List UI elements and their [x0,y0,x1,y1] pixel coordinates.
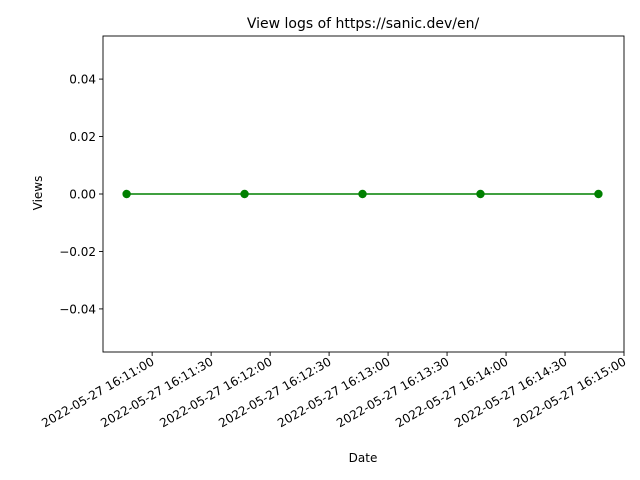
axes-frame [102,35,625,353]
data-point [358,189,367,199]
y-tick-label: −0.02 [59,245,96,259]
chart-title: View logs of https://sanic.dev/en/ [247,16,480,32]
data-point [122,189,131,199]
y-tick-label: 0.00 [69,188,96,202]
x-axis-label: Date [349,451,378,465]
y-axis-label: Views [31,176,45,211]
data-point [240,189,249,199]
data-point [594,189,603,199]
data-point [476,189,485,199]
y-tick-label: 0.02 [69,130,96,144]
y-tick-label: −0.04 [59,302,96,316]
y-tick-label: 0.04 [69,73,96,87]
